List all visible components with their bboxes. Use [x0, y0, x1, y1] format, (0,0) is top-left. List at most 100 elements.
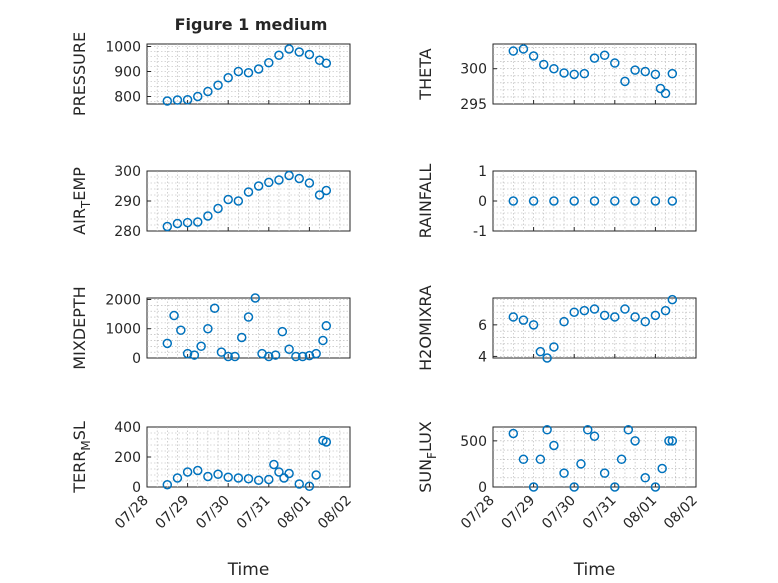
x-tick-label: 07/28	[112, 493, 152, 533]
data-point	[640, 316, 650, 327]
data-point	[599, 468, 610, 478]
figure-title: Figure 1 medium	[175, 15, 328, 34]
x-tick-label: 08/02	[315, 493, 355, 533]
x-tick-label: 08/01	[620, 493, 660, 533]
data-point	[535, 454, 546, 465]
data-point	[162, 96, 173, 106]
data-point	[182, 467, 193, 477]
subplot-7: 0 200 400 07/28 07/29 07/30 07/31 08/01 08/02 TER…	[70, 420, 355, 580]
data-point	[589, 196, 600, 206]
x-tick-label: 07/29	[499, 493, 539, 533]
data-point	[172, 95, 183, 105]
data-point	[576, 459, 586, 469]
x-tick-label: 08/02	[661, 493, 701, 533]
data-point	[243, 187, 254, 197]
data-point	[667, 68, 678, 79]
data-point	[172, 473, 183, 483]
data-point	[243, 68, 254, 78]
data-point	[569, 196, 579, 206]
y-tick-label: 6	[478, 318, 487, 334]
data-point	[189, 350, 200, 360]
y-tick-label: 200	[114, 450, 141, 466]
y-tick-label: 1000	[105, 40, 141, 56]
data-point	[196, 341, 206, 352]
subplot-8: 0 500 07/28 07/29 07/30 07/31 08/01 08/02 SUNFLU…	[416, 421, 701, 580]
data-point	[650, 310, 661, 321]
data-point	[559, 468, 569, 478]
data-point	[579, 68, 590, 79]
subplot-6: 4 6 H2OMIXRA	[416, 285, 697, 371]
data-point	[549, 63, 559, 74]
data-point	[203, 211, 213, 221]
data-point	[610, 482, 620, 492]
y-axis-label: RAINFALL	[416, 164, 435, 239]
subplot-1: 800 900 1000 PRESSURE	[70, 32, 351, 116]
y-tick-label: 300	[460, 62, 487, 78]
data-point	[518, 454, 529, 465]
data-point	[542, 353, 552, 363]
data-point	[253, 181, 264, 191]
data-point	[589, 53, 600, 63]
data-point	[569, 482, 579, 492]
y-axis-label: H2OMIXRA	[416, 285, 435, 371]
data-point	[264, 351, 274, 362]
data-point	[162, 338, 173, 349]
data-point	[610, 312, 620, 322]
data-point	[528, 51, 539, 61]
data-point	[209, 303, 220, 313]
data-point	[203, 471, 213, 482]
data-point	[664, 436, 674, 446]
data-point	[182, 95, 193, 105]
data-point	[233, 473, 244, 483]
data-point	[233, 196, 244, 206]
data-point	[650, 69, 661, 80]
data-point	[655, 83, 666, 94]
data-point	[169, 310, 179, 321]
data-point	[253, 64, 264, 74]
data-point	[579, 305, 590, 316]
data-point	[620, 304, 630, 314]
y-tick-label: 0	[132, 351, 141, 367]
data-point	[274, 50, 284, 60]
y-tick-label: 400	[114, 420, 141, 436]
data-point	[284, 44, 294, 54]
data-point	[508, 312, 519, 322]
data-point	[610, 196, 620, 206]
data-point	[582, 425, 593, 435]
data-point	[528, 482, 539, 492]
y-axis-label: AIRTEMP	[70, 167, 93, 235]
data-point	[270, 350, 281, 360]
subplot-2: 295 300 THETA	[416, 43, 697, 113]
data-point	[508, 196, 519, 206]
data-point	[223, 351, 233, 362]
data-point	[589, 304, 600, 314]
data-point	[528, 320, 539, 330]
data-point	[182, 217, 193, 228]
data-point	[294, 47, 304, 57]
data-point	[599, 310, 610, 321]
data-point	[660, 305, 671, 316]
data-point	[508, 428, 519, 439]
x-tick-label: 07/28	[458, 493, 498, 533]
y-tick-label: 0	[478, 480, 487, 496]
data-point	[193, 217, 203, 227]
data-point	[311, 348, 321, 359]
data-point	[542, 425, 552, 435]
data-point	[176, 325, 186, 335]
data-point	[253, 475, 264, 485]
data-point	[559, 68, 569, 78]
data-point	[172, 218, 183, 229]
y-tick-label: 4	[478, 349, 487, 365]
data-point	[223, 194, 233, 205]
x-tick-label: 07/31	[580, 493, 620, 533]
data-point	[264, 58, 274, 68]
y-tick-label: 500	[460, 434, 487, 450]
y-tick-label: 2000	[105, 292, 141, 308]
x-axis-label: Time	[227, 560, 270, 580]
x-tick-label: 07/31	[234, 493, 274, 533]
data-point	[640, 473, 650, 483]
data-point	[539, 59, 549, 70]
subplot-3: 280 290 300 AIRTEMP	[70, 164, 351, 240]
data-point	[304, 178, 315, 188]
